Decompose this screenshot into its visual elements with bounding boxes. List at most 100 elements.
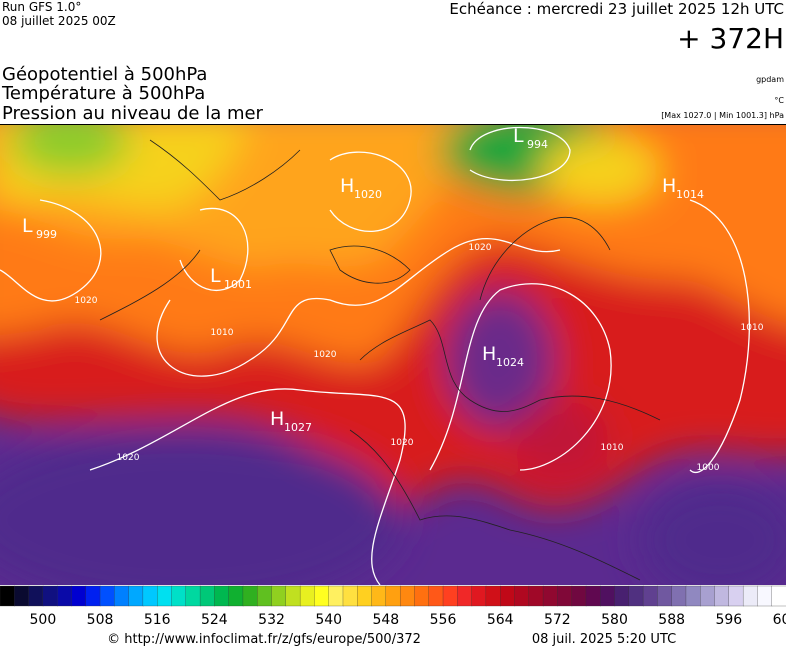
run-label: Run GFS 1.0°	[2, 0, 81, 14]
center-value: 1001	[224, 278, 252, 291]
colorbar-swatch	[185, 585, 201, 607]
colorbar-swatch	[742, 585, 759, 607]
contour-label: 1020	[117, 453, 140, 463]
center-value: 1020	[354, 188, 382, 201]
colorbar-swatch	[571, 585, 587, 607]
colorbar-swatch	[457, 585, 473, 607]
colorbar-swatch	[428, 585, 444, 607]
colorbar-swatch	[614, 585, 630, 607]
field-label: Température à 500hPa	[1, 83, 205, 104]
source-url: © http://www.infoclimat.fr/z/gfs/europe/…	[107, 632, 421, 647]
colorbar-swatch	[114, 585, 130, 607]
colorbar-label: 604	[773, 612, 786, 628]
colorbar-swatch	[728, 585, 744, 607]
colorbar-swatch	[14, 585, 30, 607]
colorbar-swatch	[299, 585, 316, 607]
colorbar-label: 564	[487, 612, 514, 628]
contour-label: 1020	[469, 243, 492, 253]
colorbar-label: 588	[658, 612, 685, 628]
colorbar: 500 508 516 524 532 540 548 556 564 572 580 588 596 6…	[0, 585, 786, 628]
isobars	[0, 126, 751, 585]
contour-label: 1000	[697, 463, 720, 473]
unit-label: °C	[774, 96, 784, 105]
colorbar-swatch	[657, 585, 673, 607]
field-label: Pression au niveau de la mer	[2, 103, 264, 124]
colorbar-swatch	[342, 585, 358, 607]
colorbar-swatch	[585, 585, 601, 607]
run-date: 08 juillet 2025 00Z	[2, 14, 116, 28]
colorbar-label: 572	[544, 612, 571, 628]
colorbar-swatch	[71, 585, 87, 607]
colorbar-swatch	[242, 585, 258, 607]
center-value: 999	[36, 228, 57, 241]
colorbar-swatch	[642, 585, 659, 607]
colorbar-swatch	[214, 585, 230, 607]
colorbar-swatch	[99, 585, 115, 607]
colorbar-label: 580	[601, 612, 628, 628]
colorbar-swatch	[128, 585, 144, 607]
colorbar-swatch	[257, 585, 273, 607]
colorbar-swatch	[385, 585, 401, 607]
center-letter: H	[340, 175, 354, 197]
contour-label: 1020	[75, 296, 98, 306]
colorbar-swatch	[471, 585, 487, 607]
colorbar-swatch	[285, 585, 301, 607]
colorbar-swatch	[757, 585, 773, 607]
colorbar-swatch	[271, 585, 287, 607]
generated-time: 08 juil. 2025 5:20 UTC	[532, 632, 676, 647]
colorbar-swatch	[328, 585, 344, 607]
valid-time: Echéance : mercredi 23 juillet 2025 12h …	[449, 0, 784, 18]
colorbar-swatch	[0, 585, 15, 607]
colorbar-swatch	[485, 585, 501, 607]
center-letter: H	[482, 343, 496, 365]
field-label: Géopotentiel à 500hPa	[2, 64, 207, 85]
colorbar-swatch	[228, 585, 244, 607]
colorbar-swatch	[671, 585, 687, 607]
center-letter: H	[662, 175, 676, 197]
contour-label: 1020	[314, 350, 337, 360]
colorbar-swatch	[628, 585, 644, 607]
coastlines	[99, 139, 661, 581]
colorbar-label: 596	[715, 612, 742, 628]
center-value: 1027	[284, 421, 312, 434]
colorbar-swatch	[314, 585, 330, 607]
colorbar-swatch	[157, 585, 173, 607]
colorbar-swatch	[500, 585, 516, 607]
unit-label: gpdam	[756, 75, 784, 84]
contour-label: 1010	[601, 443, 624, 453]
colorbar-label: 524	[201, 612, 228, 628]
colorbar-swatch	[771, 585, 786, 607]
center-value: 994	[527, 138, 548, 151]
colorbar-label: 548	[372, 612, 399, 628]
center-letter: L	[22, 215, 33, 237]
colorbar-swatch	[685, 585, 701, 607]
colorbar-swatch	[85, 585, 101, 607]
colorbar-swatch	[399, 585, 416, 607]
lead-time: + 372H	[677, 22, 784, 55]
colorbar-swatch	[700, 585, 716, 607]
center-letter: L	[513, 125, 524, 147]
colorbar-label: 540	[315, 612, 342, 628]
center-value: 1014	[676, 188, 704, 201]
colorbar-swatch	[514, 585, 530, 607]
center-letter: L	[210, 265, 221, 287]
colorbar-swatch	[600, 585, 616, 607]
colorbar-label: 516	[144, 612, 171, 628]
contour-label: 1010	[741, 323, 764, 333]
colorbar-swatch	[57, 585, 73, 607]
center-value: 1024	[496, 356, 524, 369]
colorbar-swatch	[28, 585, 44, 607]
colorbar-swatch	[414, 585, 430, 607]
colorbar-swatch	[42, 585, 58, 607]
colorbar-swatch	[557, 585, 573, 607]
contour-labels: 1020 1010 1020 1020 1020 1010 1020 1010 1000	[75, 243, 764, 473]
colorbar-swatch	[442, 585, 458, 607]
colorbar-swatch	[171, 585, 187, 607]
colorbar-label: 508	[87, 612, 114, 628]
contour-label: 1020	[391, 438, 414, 448]
colorbar-swatch	[528, 585, 544, 607]
colorbar-label: 532	[258, 612, 285, 628]
